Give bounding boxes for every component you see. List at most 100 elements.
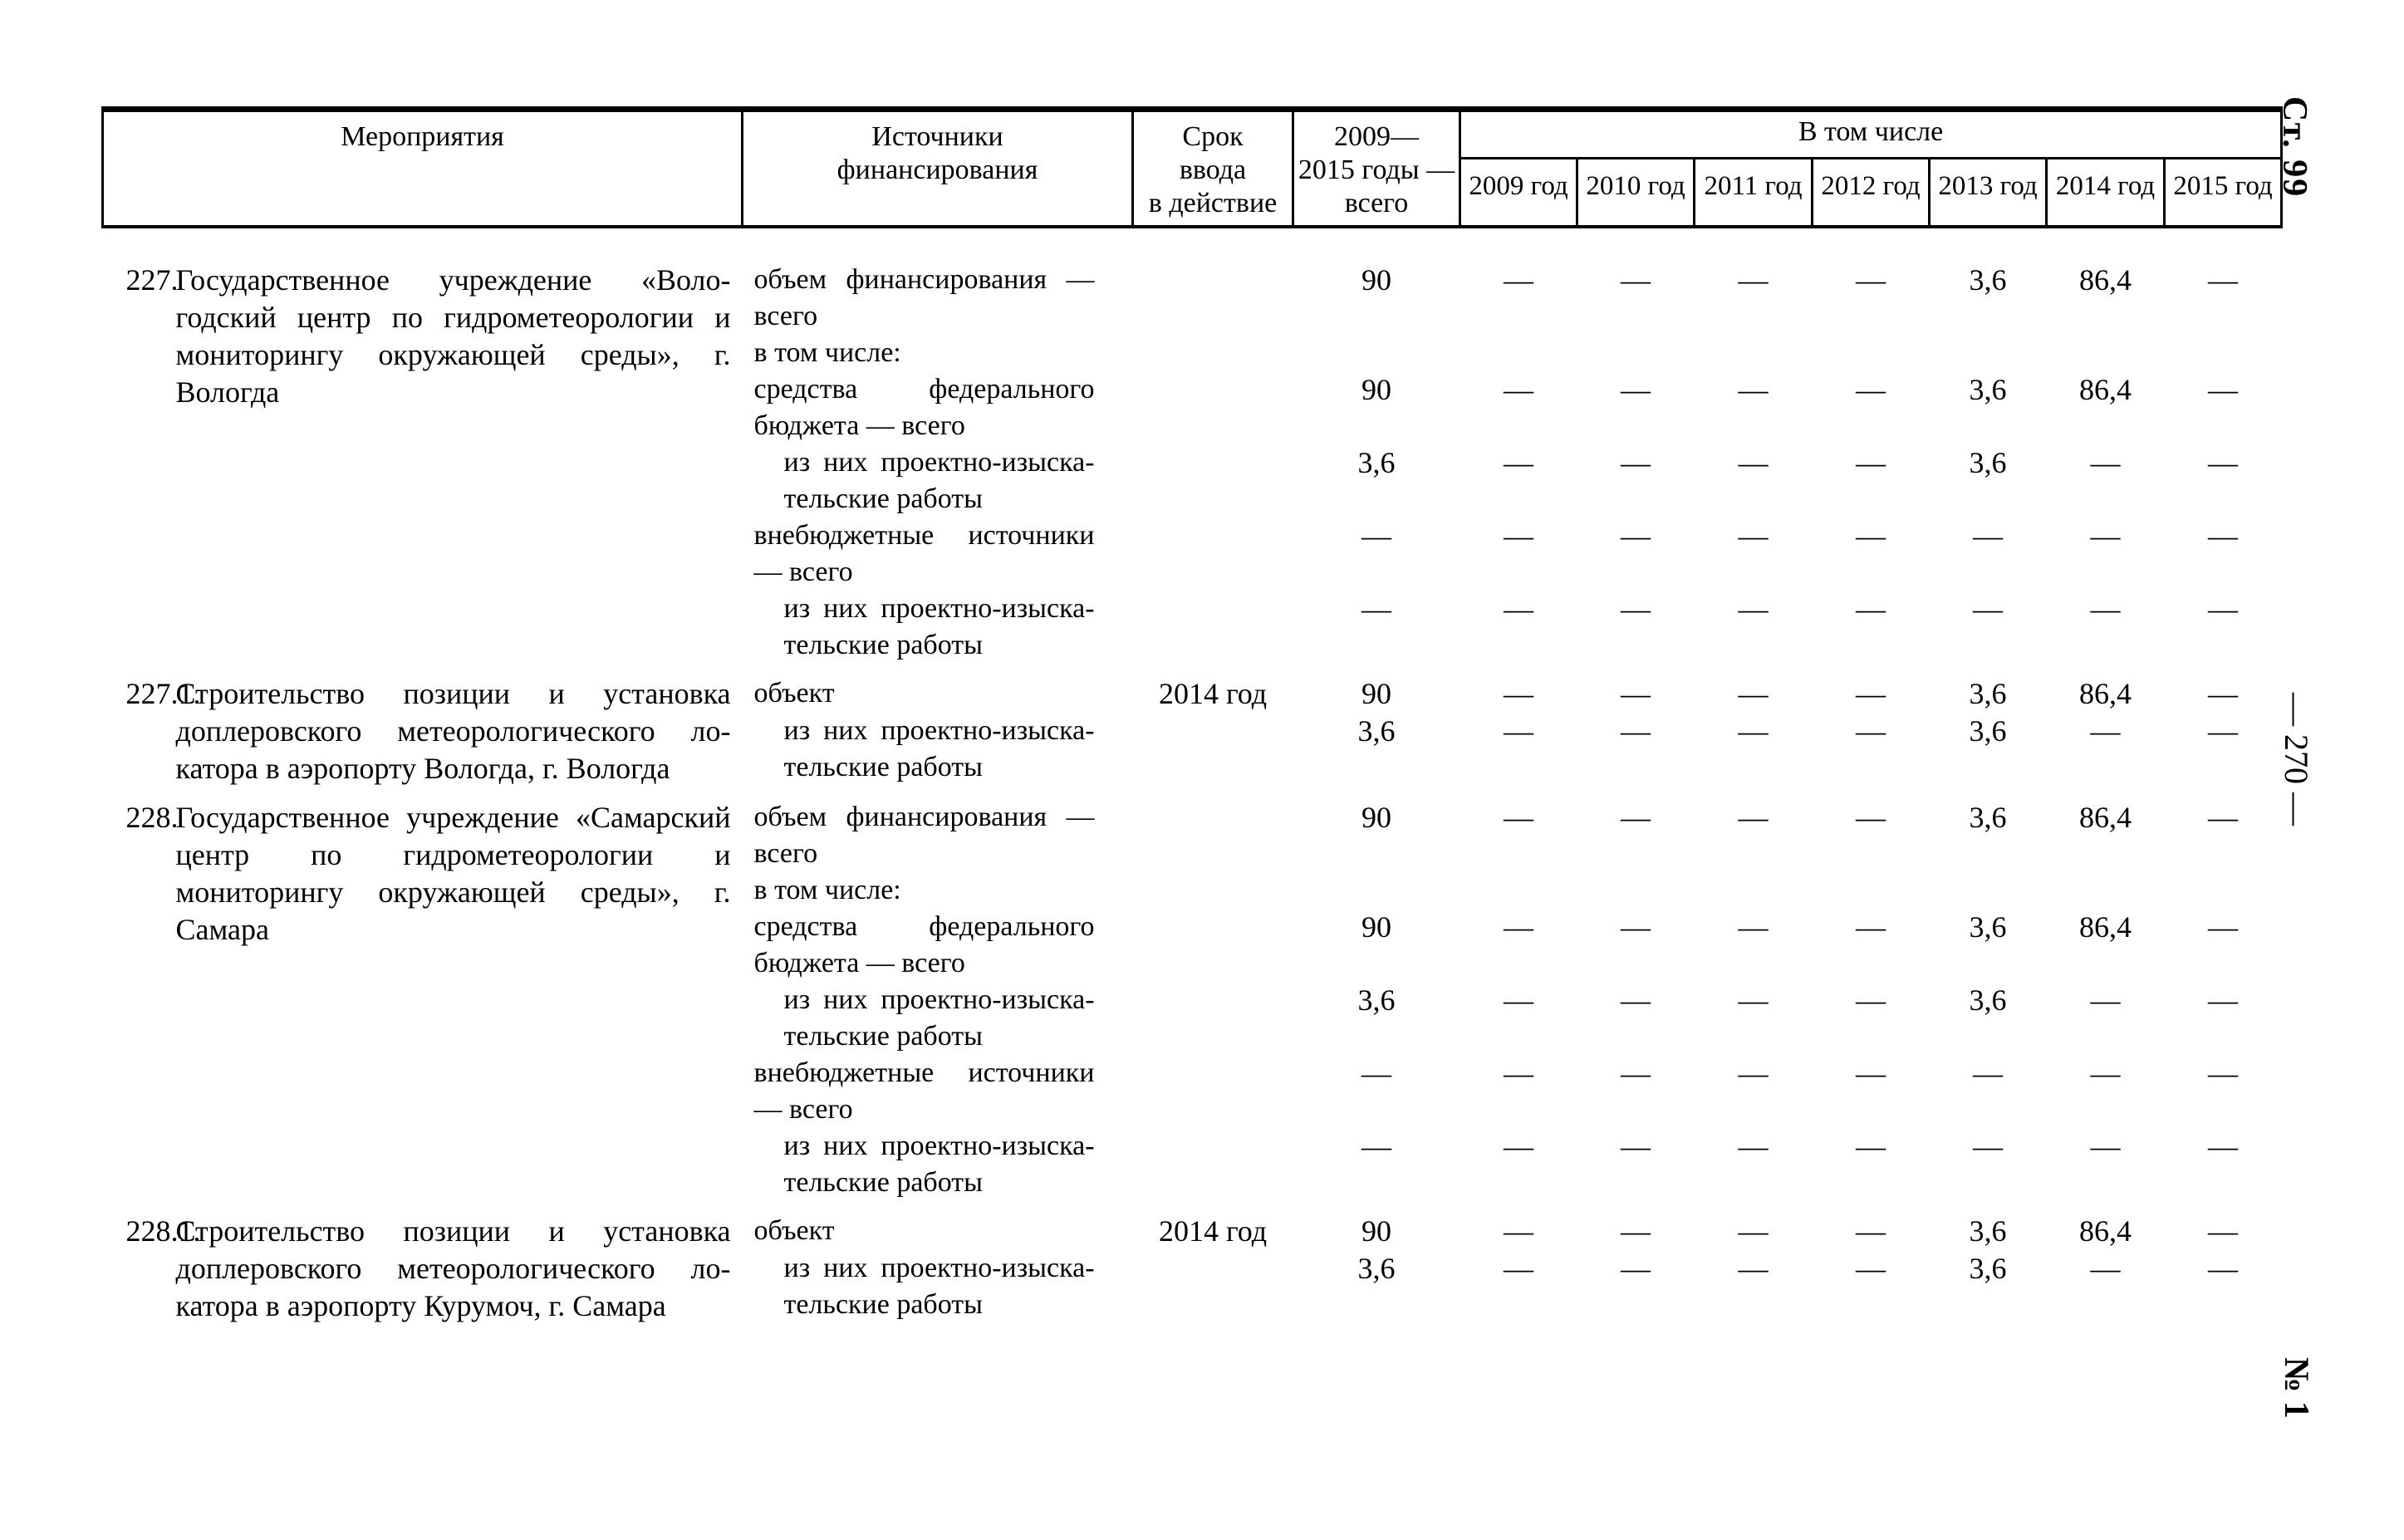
- year-value: 86,4: [2079, 1214, 2132, 1248]
- section-number: 228.1.: [125, 1214, 201, 1248]
- year-value: —: [2208, 983, 2239, 1017]
- year-value: —: [2208, 677, 2239, 710]
- table-row: из них проектно-изыска­тельские работы 3…: [103, 982, 2282, 1055]
- year-value: —: [2090, 1130, 2121, 1163]
- measure-description: Государственное учреждение «Самар­ский ц…: [175, 801, 731, 946]
- year-value: —: [1621, 1214, 1651, 1248]
- year-value: —: [1738, 446, 1769, 479]
- table-body: 227. Государственное учреждение «Воло­го…: [103, 227, 2282, 1325]
- total-value: 3,6: [1357, 1252, 1396, 1286]
- measure-description: Строительство позиции и установка доплер…: [175, 677, 731, 785]
- year-value: —: [1504, 1252, 1534, 1286]
- year-value: [1813, 872, 1930, 909]
- total-value: [1293, 335, 1460, 371]
- year-value: —: [1973, 592, 2004, 625]
- year-value: —: [1504, 910, 1534, 944]
- year-value: —: [1621, 677, 1651, 710]
- funding-source-label: средства федерального бюджета — всего: [753, 374, 1095, 441]
- year-value: —: [1621, 714, 1651, 748]
- funding-source-label: из них проектно-изыска­тельские работы: [783, 447, 1095, 514]
- year-value: —: [1738, 373, 1769, 406]
- measure-description: Строительство позиции и установка доплер…: [175, 1214, 731, 1322]
- year-value: —: [1738, 1130, 1769, 1163]
- table-header: Мероприятия Источники финансирования Сро…: [101, 106, 2284, 228]
- year-value: —: [1621, 1057, 1651, 1090]
- col-header-total-2009-2015: 2009— 2015 годы — всего: [1292, 106, 1462, 228]
- commissioning-term-value: [1133, 982, 1293, 1055]
- year-value: —: [1856, 714, 1886, 748]
- funding-source-label: из них проектно-изыска­тельские работы: [783, 593, 1095, 660]
- year-value: —: [1973, 1057, 2004, 1090]
- year-value: 3,6: [1969, 910, 2007, 944]
- year-value: —: [1621, 373, 1651, 406]
- year-value: [1813, 335, 1930, 371]
- year-value: —: [2090, 714, 2121, 748]
- table-row: из них проектно-изыска­тельские работы 3…: [103, 1250, 2282, 1325]
- year-value: —: [1738, 714, 1769, 748]
- table-row: 228. Государственное учреждение «Самар­с…: [103, 787, 2282, 946]
- year-value: —: [1856, 801, 1886, 834]
- year-value: —: [1738, 801, 1769, 834]
- measure-description: Государственное учреждение «Воло­годский…: [175, 263, 731, 409]
- year-value: —: [1621, 910, 1651, 944]
- year-value: 86,4: [2079, 263, 2132, 297]
- commissioning-term-value: [1133, 1128, 1293, 1201]
- year-value: —: [1504, 714, 1534, 748]
- year-value: —: [1738, 519, 1769, 552]
- year-value: —: [1504, 373, 1534, 406]
- total-value: 3,6: [1357, 446, 1396, 479]
- year-value: —: [1973, 519, 2004, 552]
- col-header-year-2012: 2012 год: [1811, 156, 1931, 228]
- total-value: —: [1361, 1130, 1392, 1163]
- funding-source-label: внебюджетные источни­ки — всего: [753, 520, 1095, 587]
- funding-source-label: из них проектно-изыска­тельские работы: [783, 1130, 1095, 1198]
- year-value: —: [1856, 1130, 1886, 1163]
- table-row: средства федерального бюджета — всего 90…: [103, 371, 2282, 444]
- commissioning-term-value: [1133, 872, 1293, 909]
- year-value: —: [1621, 1130, 1651, 1163]
- funding-source-label: средства федерального бюджета — всего: [753, 911, 1095, 978]
- year-value: [1577, 335, 1695, 371]
- funding-source-label: внебюджетные источни­ки — всего: [753, 1057, 1095, 1125]
- commissioning-term-value: [1133, 591, 1293, 664]
- table-row: в том числе:: [103, 872, 2282, 909]
- funding-source-label: из них проектно-изыска­тельские работы: [783, 715, 1095, 783]
- year-value: 3,6: [1969, 1252, 2007, 1286]
- funding-source-label: из них проектно-изыска­тельские работы: [783, 984, 1095, 1052]
- year-value: —: [1856, 373, 1886, 406]
- year-value: [1460, 335, 1577, 371]
- year-value: 3,6: [1969, 983, 2007, 1017]
- year-value: —: [2208, 373, 2239, 406]
- year-value: 3,6: [1969, 446, 2007, 479]
- year-value: —: [1973, 1130, 2004, 1163]
- year-value: [1695, 872, 1813, 909]
- total-value: 90: [1361, 677, 1392, 710]
- funding-source-label: объем финансирования — всего: [753, 264, 1095, 331]
- year-value: —: [1504, 1214, 1534, 1248]
- total-value: 90: [1361, 263, 1392, 297]
- total-value: —: [1361, 519, 1392, 552]
- year-value: —: [1621, 983, 1651, 1017]
- funding-source-label: в том числе:: [753, 875, 901, 905]
- table-row: в том числе:: [103, 335, 2282, 371]
- year-value: [2047, 335, 2165, 371]
- col-header-year-2014: 2014 год: [2045, 156, 2166, 228]
- commissioning-term-value: [1133, 1250, 1293, 1325]
- year-value: —: [1856, 446, 1886, 479]
- financing-table: Мероприятия Источники финансирования Сро…: [101, 106, 2284, 1325]
- col-header-measures: Мероприятия: [101, 106, 744, 228]
- commissioning-term-value: [1133, 371, 1293, 444]
- year-value: —: [1856, 1214, 1886, 1248]
- year-value: —: [2208, 1057, 2239, 1090]
- year-value: —: [1856, 519, 1886, 552]
- col-header-year-2010: 2010 год: [1576, 156, 1696, 228]
- total-value: 3,6: [1357, 983, 1396, 1017]
- table-row: из них проектно-изыска­тельские работы 3…: [103, 713, 2282, 787]
- year-value: —: [1504, 263, 1534, 297]
- year-value: —: [1504, 983, 1534, 1017]
- year-value: —: [1504, 1057, 1534, 1090]
- year-value: —: [1621, 519, 1651, 552]
- year-value: —: [1856, 677, 1886, 710]
- year-value: —: [1856, 1057, 1886, 1090]
